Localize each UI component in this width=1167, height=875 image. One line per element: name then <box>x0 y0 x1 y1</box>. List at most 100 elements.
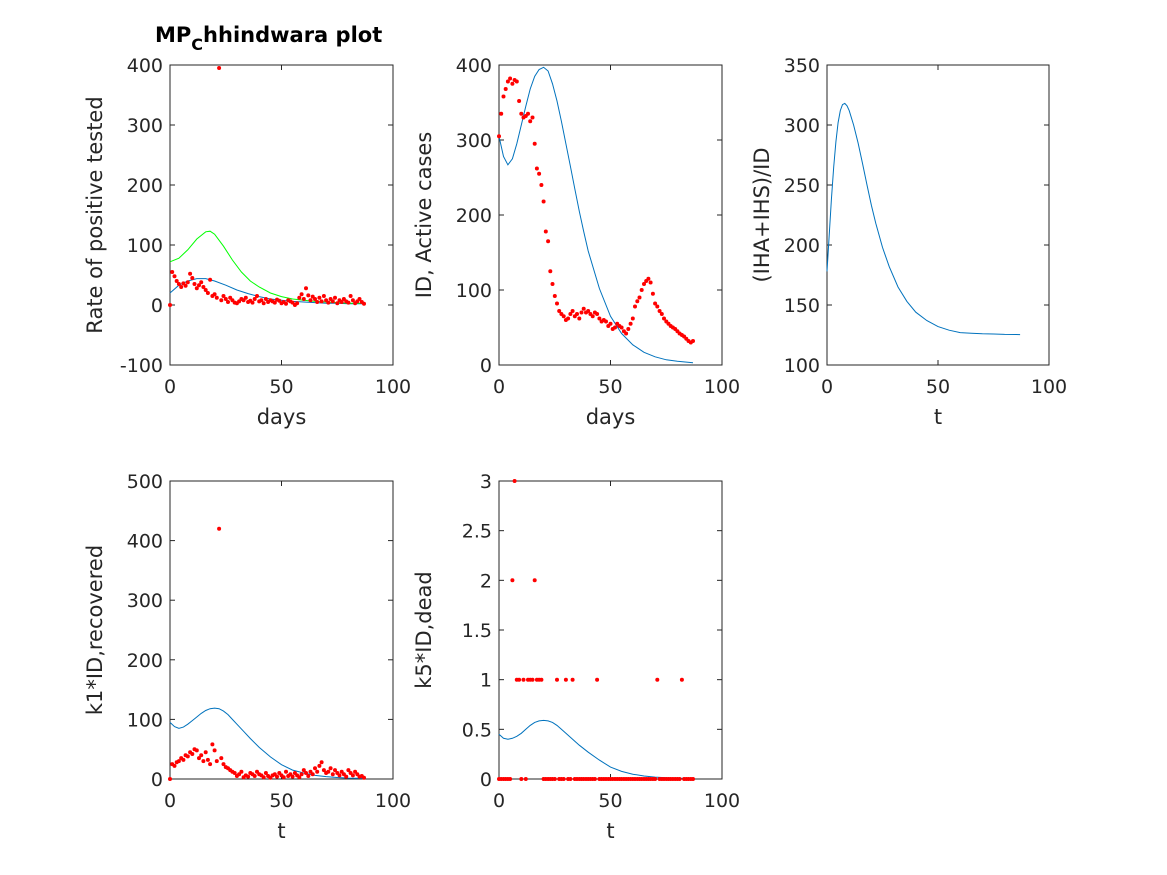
data-point <box>281 775 286 780</box>
data-point <box>221 762 226 767</box>
data-point <box>217 526 222 531</box>
y-tick-label: 100 <box>456 280 492 302</box>
data-point <box>541 199 546 204</box>
y-tick-label: 2 <box>480 570 492 592</box>
data-point <box>185 280 190 285</box>
data-point <box>255 294 259 298</box>
data-point <box>568 312 573 316</box>
data-point <box>326 769 331 774</box>
x-tick-label: 0 <box>821 376 833 398</box>
data-point <box>212 748 217 753</box>
y-tick-label: 0.5 <box>462 719 492 741</box>
data-point <box>261 775 266 780</box>
data-point <box>263 771 268 775</box>
data-point <box>319 299 324 304</box>
data-point <box>357 297 362 301</box>
data-point <box>284 769 288 774</box>
data-point <box>339 300 344 304</box>
data-point <box>548 269 553 274</box>
data-point <box>299 292 304 297</box>
data-point <box>321 768 326 773</box>
y-tick-label: 1 <box>480 670 492 692</box>
data-point <box>308 298 313 303</box>
y-tick-label: 300 <box>127 590 163 612</box>
data-point <box>197 756 201 761</box>
data-point <box>512 479 517 483</box>
data-point <box>517 99 522 103</box>
data-point <box>183 283 188 288</box>
data-point <box>221 294 226 298</box>
data-point <box>333 295 337 300</box>
x-tick-label: 50 <box>269 790 293 812</box>
y-tick-label: 100 <box>127 709 163 731</box>
data-point <box>333 768 337 773</box>
data-point <box>543 229 548 234</box>
data-point <box>691 777 695 781</box>
data-point <box>648 280 653 285</box>
series-line <box>169 278 364 305</box>
x-axis-label: days <box>586 405 636 429</box>
data-point <box>194 286 199 291</box>
figure-title: MPChhindwara plot <box>155 23 382 54</box>
data-point <box>306 293 311 298</box>
data-point <box>172 763 177 768</box>
data-point <box>362 301 366 306</box>
x-tick-label: 0 <box>493 376 505 398</box>
data-point <box>677 777 682 781</box>
plot-frame <box>826 64 1050 366</box>
data-point <box>657 309 662 313</box>
data-point <box>679 677 684 682</box>
data-point <box>337 773 342 778</box>
data-point <box>214 759 219 764</box>
data-point <box>310 772 315 777</box>
data-point <box>503 87 508 91</box>
data-point <box>259 298 264 303</box>
data-point <box>655 304 660 309</box>
data-point <box>592 777 597 781</box>
data-point <box>326 300 331 305</box>
data-point <box>555 677 559 682</box>
data-point <box>299 772 304 777</box>
series-line <box>498 719 694 779</box>
data-point <box>662 316 666 321</box>
x-tick-label: 100 <box>704 376 740 398</box>
data-point <box>546 239 551 244</box>
data-point <box>570 309 575 313</box>
data-point <box>539 677 544 682</box>
y-tick-label: 250 <box>784 175 820 197</box>
data-point <box>199 753 204 758</box>
data-point <box>304 771 308 775</box>
series-line <box>169 707 365 779</box>
y-tick-label: 350 <box>784 55 820 77</box>
data-point <box>505 79 510 84</box>
data-point <box>499 111 504 116</box>
data-point <box>561 314 566 319</box>
data-point <box>630 316 635 321</box>
data-point <box>168 777 172 781</box>
y-tick-label: -100 <box>120 355 163 377</box>
data-point <box>194 748 199 753</box>
y-axis-label: k5*ID,dead <box>412 571 436 689</box>
data-point <box>203 750 208 755</box>
data-point <box>212 292 217 297</box>
data-point <box>272 300 277 305</box>
x-tick-label: 50 <box>598 790 622 812</box>
data-point <box>653 301 658 306</box>
data-point <box>552 294 557 298</box>
data-point <box>304 286 308 291</box>
data-point <box>330 299 335 304</box>
data-point <box>595 677 600 682</box>
data-point <box>217 66 222 70</box>
y-tick-label: 100 <box>127 235 163 257</box>
data-point <box>295 301 300 306</box>
series-line <box>498 66 694 364</box>
y-axis-label: (IHA+IHS)/ID <box>750 147 774 282</box>
data-point <box>275 774 279 779</box>
data-point <box>208 762 213 767</box>
x-tick-label: 100 <box>375 376 411 398</box>
data-point <box>555 301 559 306</box>
data-point <box>510 81 515 86</box>
data-point <box>646 276 651 281</box>
x-tick-label: 100 <box>1031 376 1067 398</box>
data-point <box>523 777 528 781</box>
